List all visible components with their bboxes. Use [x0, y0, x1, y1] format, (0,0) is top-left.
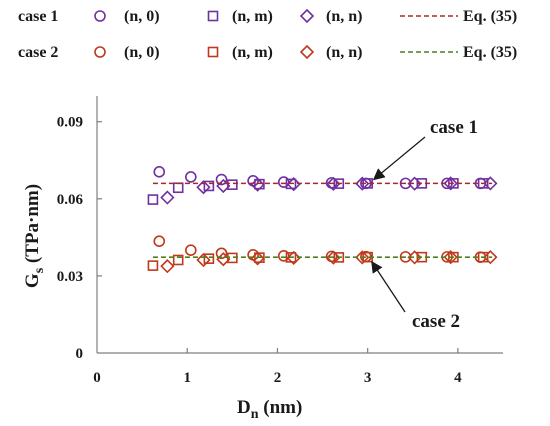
data-point: [227, 179, 238, 190]
data-point: [443, 250, 458, 265]
data-point: [443, 176, 458, 191]
legend-square-marker: [207, 10, 219, 22]
plot-axes: 0 1 2 3 4 0 0.03 0.06 0.09: [57, 96, 503, 386]
annotations: case 1 case 2: [371, 117, 478, 332]
data-point: [215, 173, 228, 186]
legend-item-label: (n, n): [326, 44, 362, 61]
data-point: [196, 180, 211, 195]
y-tick-label: 0.06: [57, 192, 84, 208]
legend-item-label: (n, 0): [124, 8, 160, 25]
data-point: [147, 194, 159, 205]
data-point: [153, 235, 166, 248]
data-point: [147, 260, 159, 271]
legend-item-label: (n, m): [232, 44, 273, 61]
y-tick-label: 0.03: [57, 269, 83, 285]
x-tick-label: 2: [274, 370, 282, 386]
plot-area: [147, 166, 498, 274]
data-point: [247, 249, 259, 261]
data-point: [203, 253, 215, 264]
data-point: [215, 247, 228, 260]
data-point: [483, 176, 498, 191]
data-point: [196, 252, 211, 268]
data-point: [172, 254, 184, 266]
annotation-case-2: case 2: [412, 311, 460, 332]
data-point: [160, 259, 175, 274]
legend-circle-marker: [94, 46, 106, 58]
legend-diamond-marker: [299, 44, 315, 60]
x-tick-label: 1: [183, 370, 191, 386]
legend-item-label: Eq. (35): [463, 8, 517, 25]
x-tick-label: 4: [454, 370, 462, 386]
data-point: [477, 178, 489, 189]
data-point: [407, 176, 422, 191]
data-point: [172, 182, 184, 194]
data-point: [160, 190, 175, 205]
legend-item-label: (n, n): [326, 8, 362, 25]
data-point: [286, 250, 301, 266]
data-point: [286, 177, 301, 192]
data-point: [477, 251, 489, 263]
legend-item-label: Eq. (35): [463, 44, 517, 61]
data-point: [326, 250, 341, 265]
data-point: [355, 250, 370, 265]
legend-circle-marker: [94, 10, 106, 22]
annotation-case-1: case 1: [430, 117, 478, 138]
y-tick-label: 0.09: [57, 115, 83, 131]
legend-case-label-1: case 1: [18, 8, 58, 25]
data-point: [247, 175, 259, 187]
data-point: [185, 244, 197, 256]
legend-item-label: (n, m): [232, 8, 273, 25]
data-point: [333, 252, 345, 263]
annotation-arrow: [371, 260, 406, 313]
y-axis-title: Gs (TPa·nm): [22, 184, 47, 288]
data-point: [355, 176, 370, 191]
data-point: [407, 250, 422, 265]
data-point: [153, 166, 166, 178]
x-axis-title: Dn (nm): [237, 397, 302, 422]
legend-square-marker: [207, 46, 219, 58]
legend-item-label: (n, 0): [124, 44, 160, 61]
data-point: [483, 250, 498, 265]
y-tick-label: 0: [76, 346, 84, 362]
x-tick-label: 3: [364, 370, 372, 386]
data-point: [203, 180, 215, 192]
x-tick-label: 0: [93, 370, 101, 386]
data-point: [326, 176, 341, 192]
legend-diamond-marker: [299, 8, 315, 24]
data-point: [333, 178, 345, 189]
annotation-arrow: [372, 136, 426, 181]
data-point: [185, 171, 197, 183]
legend: case 1 case 2 (n, 0) (n, m) (n, n) Eq. (35)…: [18, 8, 517, 61]
legend-case-label-2: case 2: [18, 44, 58, 61]
